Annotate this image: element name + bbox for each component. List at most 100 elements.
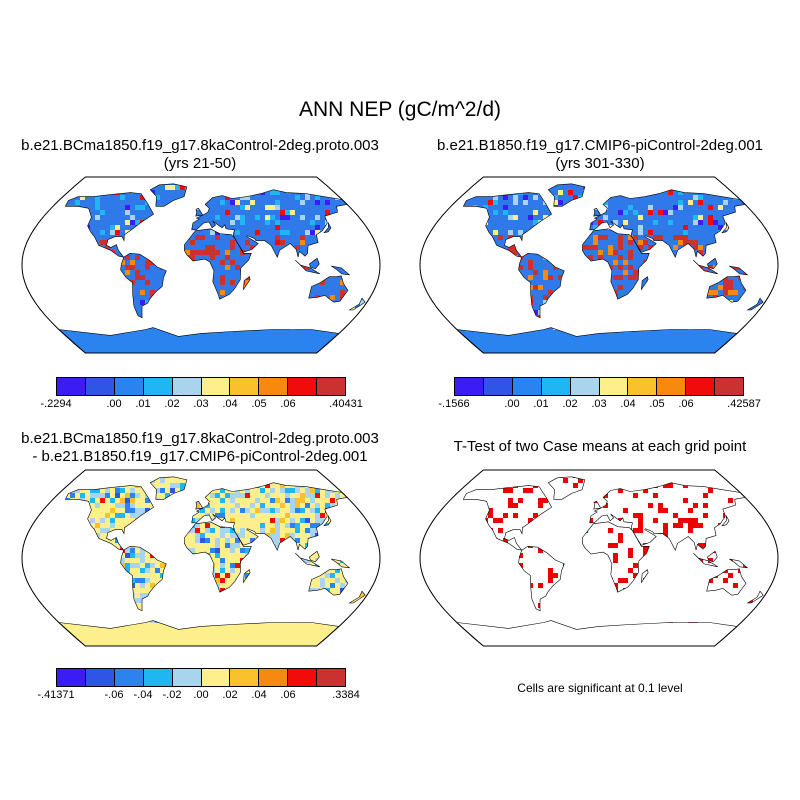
coastline-newzealand [348,297,366,311]
colorbar-swatch [114,378,144,395]
colorbar-difference [56,668,346,687]
coastline-uk [593,207,602,217]
colorbar-swatch [657,378,687,395]
colorbar-tick-label: .05 [251,398,267,410]
coastline-newguinea [331,265,351,276]
coastline-eurasia [589,482,746,551]
colorbar-swatch [288,378,318,395]
coastline-africa [183,228,252,300]
panel2-title: b.e21.B1850.f19_g17.CMIP6-piControl-2deg… [400,137,800,173]
colorbar-swatch [628,378,658,395]
coastline-uk [593,500,602,510]
coastline-africa [581,521,650,593]
significance-note: Cells are significant at 0.1 level [517,681,683,695]
coastline-borneo [707,550,718,563]
coastline-madagascar [242,276,251,291]
colorbar-swatch [201,669,231,686]
colorbar-case2-labels: -.1566 .00 .01 .02 .03 .04 .05 .06 .42587 [438,398,760,412]
coastline-greenland [149,183,188,207]
map-panel-ttest [419,469,779,647]
colorbar-tick-label: .00 [193,689,209,701]
colorbar-swatch [715,378,744,395]
colorbar-case1-labels: -.2294 .00 .01 .02 .03 .04 .05 .06 .40431 [40,398,362,412]
panel4-title-line1: T-Test of two Case means at each grid po… [453,438,747,455]
map-outline [419,469,779,647]
coastline-newzealand [348,590,366,604]
colorbar-tick-label: .40431 [329,398,363,410]
coastline-eurasia [191,189,348,258]
colorbar-swatch [259,669,289,686]
coastline-japan [721,514,730,527]
coastline-newzealand [746,297,764,311]
colorbar-difference-labels: -.41371 -.06 -.04 -.02 .00 .02 .04 .06 .3384 [37,689,359,703]
colorbar-swatch [230,378,260,395]
coastline-madagascar [640,569,649,584]
colorbar-tick-label: .04 [222,398,238,410]
colorbar-tick-label: .03 [193,398,209,410]
colorbar-swatch [201,378,231,395]
coastline-greenland [547,476,586,500]
coastline-greenland [149,476,188,500]
panel2-title-line2: (yrs 301-330) [555,155,645,172]
colorbar-tick-label: .01 [533,398,549,410]
colorbar-tick-label: -.06 [104,689,124,701]
coastline-borneo [707,257,718,270]
coastline-samerica [518,545,565,612]
coastline-madagascar [640,276,649,291]
colorbar-swatch [114,669,144,686]
panel3-title: b.e21.BCma1850.f19_g17.8kaControl-2deg.p… [0,430,400,466]
coastline-samerica [518,252,565,319]
colorbar-tick-label: -.02 [162,689,182,701]
colorbar-case1 [56,377,346,396]
coastline-borneo [309,550,320,563]
coastline-australia [308,275,349,303]
coastline-japan [721,221,730,234]
coastline-namerica [462,192,552,258]
coastline-namerica [462,485,552,551]
colorbar-swatch [259,378,289,395]
colorbar-tick-label: .00 [106,398,122,410]
colorbar-case2 [454,377,744,396]
panel1-title-line1: b.e21.BCma1850.f19_g17.8kaControl-2deg.p… [21,137,379,154]
panel2-title-line1: b.e21.B1850.f19_g17.CMIP6-piControl-2deg… [436,137,764,154]
colorbar-swatch [317,378,346,395]
coastline-borneo [309,257,320,270]
coastline-madagascar [242,569,251,584]
coastline-newguinea [729,265,749,276]
colorbar-swatch [599,378,629,395]
colorbar-swatch [172,378,202,395]
colorbar-swatch [85,378,115,395]
panel4-title: T-Test of two Case means at each grid po… [400,438,800,456]
colorbar-tick-label: .06 [678,398,694,410]
coastline-samerica [120,252,167,319]
colorbar-swatch [85,669,115,686]
colorbar-swatch [541,378,571,395]
colorbar-swatch [483,378,513,395]
map-outline [419,176,779,354]
colorbar-swatch [143,378,173,395]
colorbar-swatch [57,378,86,395]
map-outline [21,469,381,647]
colorbar-tick-label: -.2294 [40,398,72,410]
coastline-namerica [64,192,154,258]
colorbar-tick-label: .01 [135,398,151,410]
colorbar-tick-label: .02 [562,398,578,410]
coastline-africa [183,521,252,593]
colorbar-tick-label: .02 [164,398,180,410]
colorbar-tick-label: -.1566 [438,398,470,410]
map-outline [21,176,381,354]
colorbar-tick-label: .04 [251,689,267,701]
coastline-australia [706,275,747,303]
coastline-australia [706,568,747,596]
colorbar-tick-label: .02 [222,689,238,701]
colorbar-tick-label: .3384 [332,689,360,701]
panel1-title: b.e21.BCma1850.f19_g17.8kaControl-2deg.p… [0,137,400,173]
coastline-japan [323,514,332,527]
colorbar-swatch [570,378,600,395]
coastline-indonesia [693,259,718,275]
coastline-africa [581,228,650,300]
coastline-newguinea [729,558,749,569]
map-panel-difference [21,469,381,647]
coastline-uk [195,500,204,510]
colorbar-swatch [57,669,86,686]
